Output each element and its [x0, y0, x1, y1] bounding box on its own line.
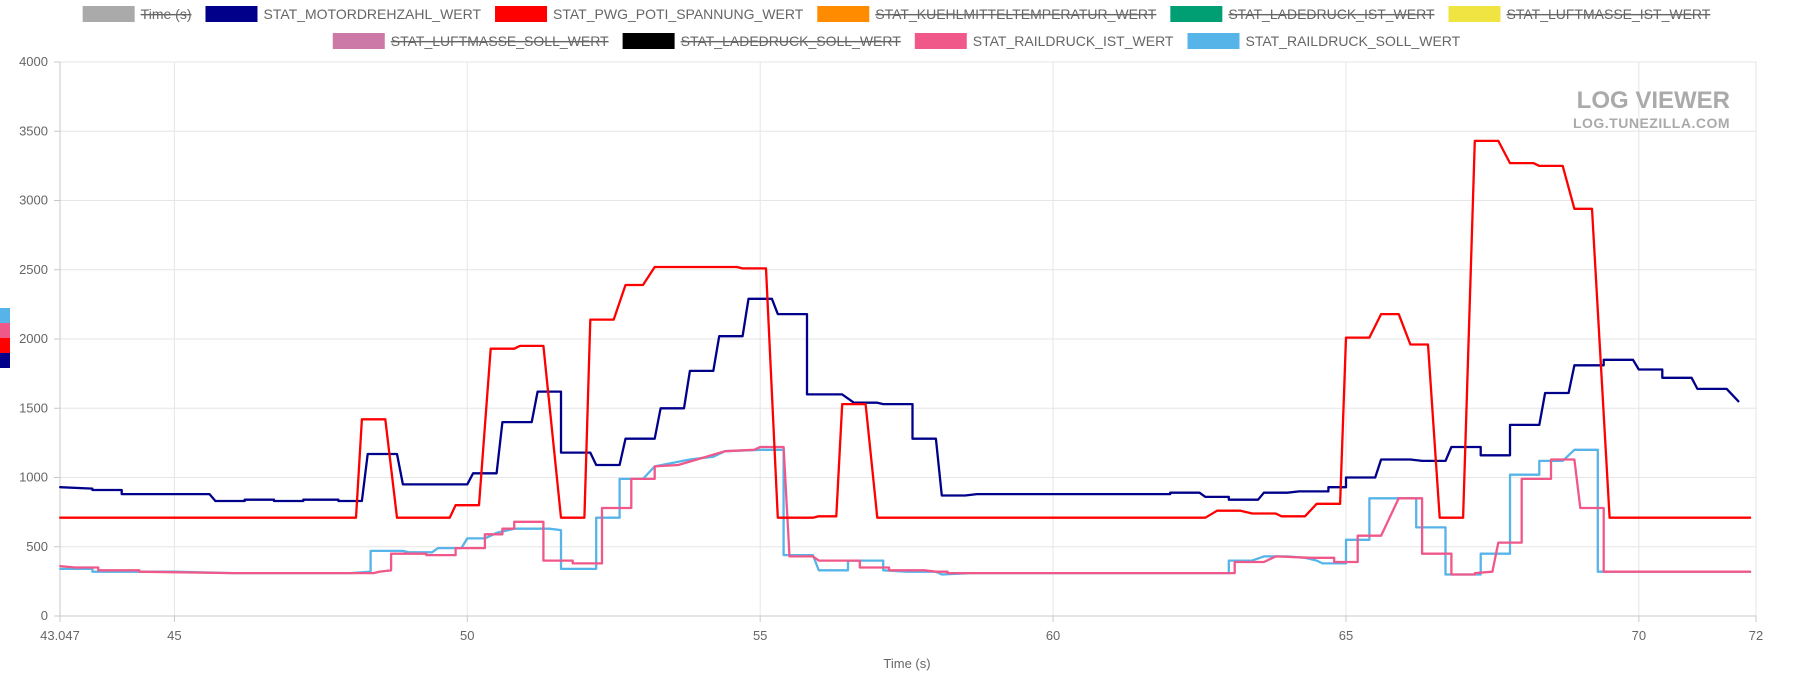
legend-item[interactable]: STAT_LUFTMASSE_SOLL_WERT [332, 33, 609, 49]
x-tick-label: 60 [1046, 628, 1060, 643]
legend-label: STAT_PWG_POTI_SPANNUNG_WERT [553, 6, 804, 22]
y-tick-label: 500 [26, 539, 48, 554]
legend-swatch [205, 6, 258, 22]
x-tick-label: 70 [1632, 628, 1646, 643]
x-tick-label: 55 [753, 628, 767, 643]
legend-item[interactable]: Time (s) [82, 6, 192, 22]
legend-item[interactable]: STAT_RAILDRUCK_SOLL_WERT [1187, 33, 1461, 49]
legend-item[interactable]: STAT_LADEDRUCK_SOLL_WERT [622, 33, 902, 49]
y-tick-label: 3000 [19, 193, 48, 208]
legend-swatch [495, 6, 548, 22]
legend-swatch [622, 33, 675, 49]
plot-area [59, 139, 1752, 576]
x-tick-label: 50 [460, 628, 474, 643]
x-tick-label: 45 [167, 628, 181, 643]
legend-label: STAT_LUFTMASSE_SOLL_WERT [391, 33, 609, 49]
legend-swatch [332, 33, 385, 49]
y-tick-label: 2500 [19, 262, 48, 277]
watermark-subtitle: LOG.TUNEZILLA.COM [1573, 115, 1730, 131]
y-tick-label: 0 [41, 608, 48, 623]
x-axis-title: Time (s) [883, 656, 930, 671]
legend-swatch [914, 33, 967, 49]
x-tick-label: 72 [1749, 628, 1763, 643]
side-marker-motordrehzahl [0, 353, 10, 368]
side-series-markers [0, 308, 10, 368]
legend-swatch [82, 6, 135, 22]
y-tick-label: 2000 [19, 331, 48, 346]
legend-label: STAT_LUFTMASSE_IST_WERT [1507, 6, 1711, 22]
legend-swatch [817, 6, 870, 22]
series-line-stat-pwg-poti-spannung-wert [59, 139, 1752, 519]
legend-item[interactable]: STAT_LADEDRUCK_IST_WERT [1170, 6, 1435, 22]
legend-item[interactable]: STAT_KUEHLMITTELTEMPERATUR_WERT [817, 6, 1157, 22]
legend-swatch [1170, 6, 1223, 22]
legend-label: Time (s) [141, 6, 192, 22]
legend-item[interactable]: STAT_LUFTMASSE_IST_WERT [1448, 6, 1711, 22]
side-marker-pwg-poti [0, 338, 10, 353]
legend-swatch [1448, 6, 1501, 22]
legend-swatch [1187, 33, 1240, 49]
series-line-stat-raildruck-soll-wert [59, 448, 1752, 576]
legend-label: STAT_MOTORDREHZAHL_WERT [263, 6, 481, 22]
legend-item[interactable]: STAT_MOTORDREHZAHL_WERT [205, 6, 481, 22]
y-tick-label: 1000 [19, 470, 48, 485]
legend-item[interactable]: STAT_RAILDRUCK_IST_WERT [914, 33, 1174, 49]
legend-label: STAT_LADEDRUCK_SOLL_WERT [681, 33, 902, 49]
watermark: LOG VIEWER LOG.TUNEZILLA.COM [1573, 87, 1730, 131]
axes: 0 500 1000 1500 2000 2500 3000 3500 4000 43.047 45… [19, 54, 1763, 643]
y-tick-label: 3500 [19, 123, 48, 138]
watermark-title: LOG VIEWER [1577, 87, 1730, 114]
y-tick-label: 4000 [19, 54, 48, 69]
legend-label: STAT_LADEDRUCK_IST_WERT [1228, 6, 1435, 22]
legend-label: STAT_KUEHLMITTELTEMPERATUR_WERT [875, 6, 1157, 22]
legend-label: STAT_RAILDRUCK_IST_WERT [973, 33, 1174, 49]
grid [59, 61, 1757, 617]
side-marker-raildruck-soll [0, 308, 10, 323]
y-tick-label: 1500 [19, 400, 48, 415]
legend[interactable]: Time (s) STAT_MOTORDREHZAHL_WERT STAT_PWG_… [82, 6, 1711, 49]
legend-label: STAT_RAILDRUCK_SOLL_WERT [1245, 33, 1460, 49]
series-line-stat-motordrehzahl-wert [59, 297, 1740, 503]
x-tick-label: 43.047 [40, 628, 80, 643]
x-tick-label: 65 [1339, 628, 1353, 643]
series-line-stat-raildruck-ist-wert [59, 445, 1752, 576]
side-marker-raildruck-ist [0, 323, 10, 338]
legend-item[interactable]: STAT_PWG_POTI_SPANNUNG_WERT [495, 6, 804, 22]
